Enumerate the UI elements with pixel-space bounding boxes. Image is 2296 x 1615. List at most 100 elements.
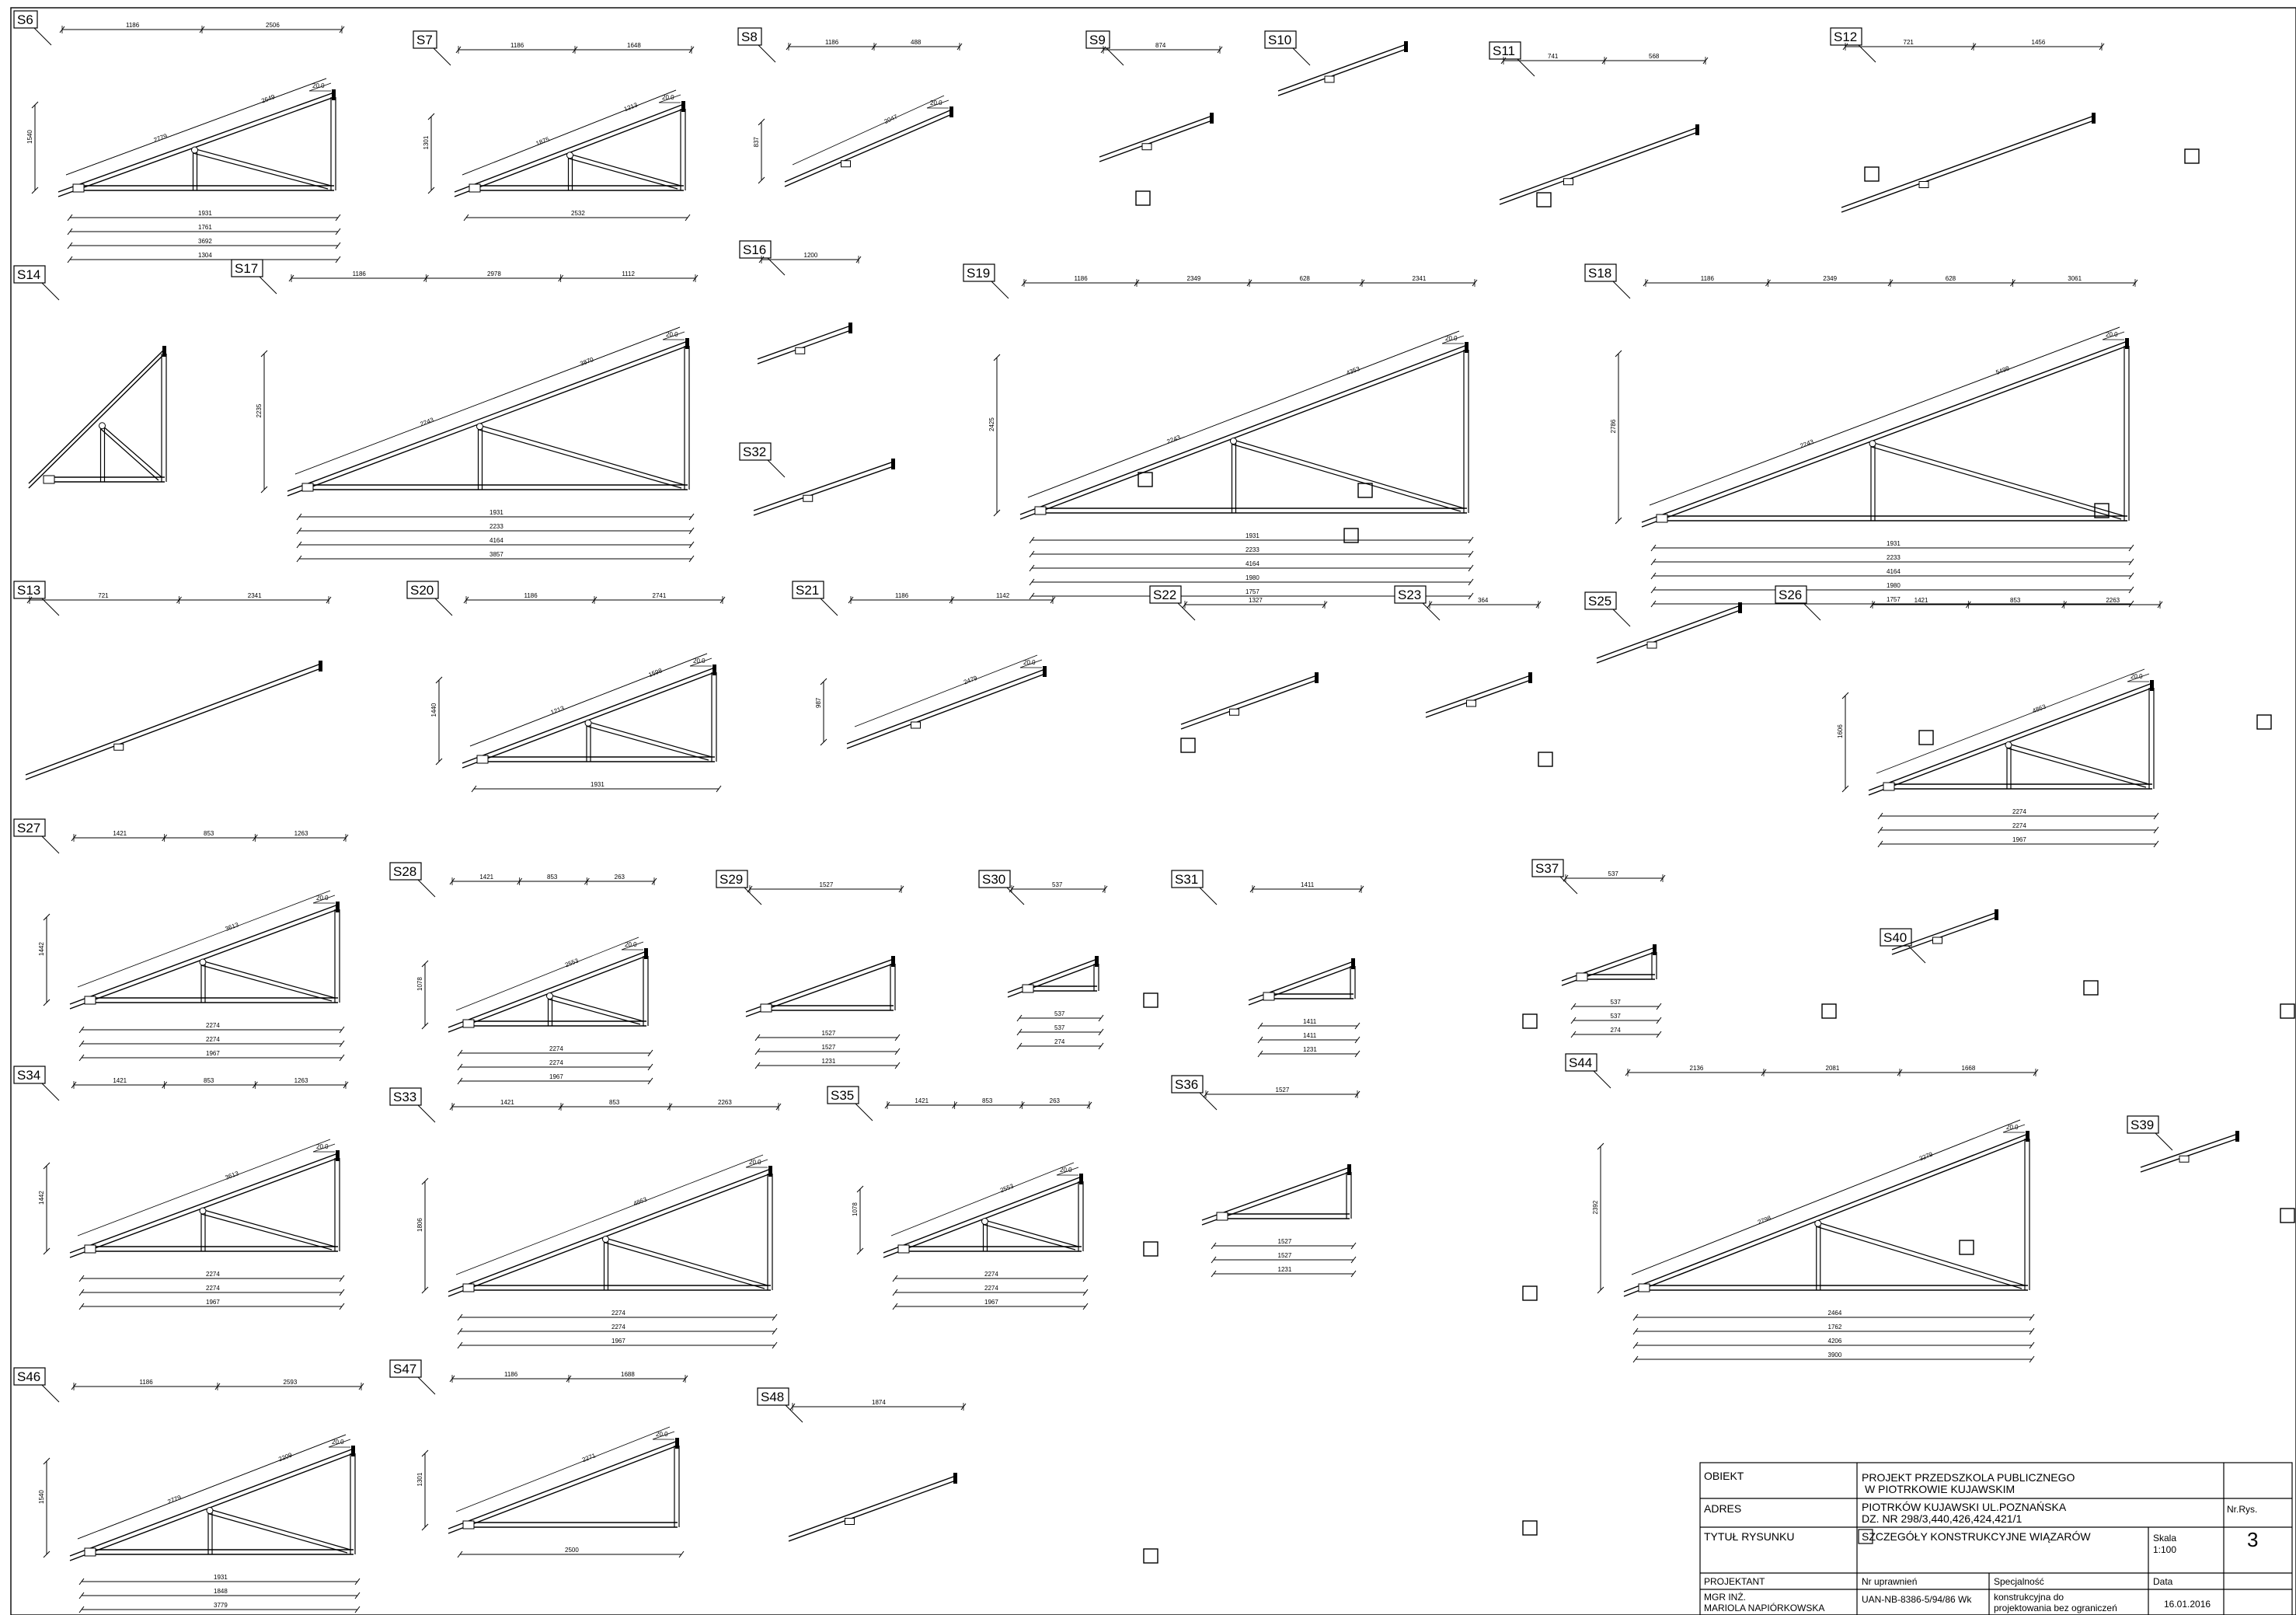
truss-label-text: S28 <box>393 864 416 879</box>
dim-tick <box>1841 692 1849 699</box>
truss-label: S28 <box>389 862 436 898</box>
top-chord <box>1499 127 1698 201</box>
dim-top-value: 1186 <box>504 1371 518 1378</box>
dim-bottom-value: 4164 <box>1887 568 1901 575</box>
dim-tick <box>1650 586 1657 594</box>
dim-tick <box>1257 1050 1263 1058</box>
dim-tick <box>339 1054 345 1062</box>
dim-tick <box>78 1289 85 1296</box>
support <box>1022 984 1034 993</box>
truss-s13: S13 721 2341 <box>13 581 332 780</box>
dim-top-value: 1327 <box>1249 597 1263 604</box>
label-box <box>1880 928 1912 947</box>
truss-label-text: S14 <box>17 267 40 282</box>
truss-s29: S29 1527 1527 1527 1231 <box>716 870 904 1069</box>
truss-label: S44 <box>1565 1053 1611 1089</box>
support <box>897 1244 910 1254</box>
dim-tick <box>894 1034 901 1041</box>
label-leader <box>259 276 277 295</box>
ridge-cut <box>2092 113 2096 124</box>
label-box <box>389 1087 422 1106</box>
dim-top-value: 488 <box>911 39 922 46</box>
dim-bottom-value: 3692 <box>198 238 212 245</box>
top-chord <box>788 1480 956 1542</box>
truss-s22: S22 1327 <box>1149 585 1328 730</box>
dim-top-value: 1668 <box>1962 1065 1976 1072</box>
dim-tick <box>260 350 268 358</box>
truss-s23: S23 364 <box>1394 585 1542 718</box>
truss-s44: S44 2136 2081 16682464176242063900239227983… <box>1565 1053 2039 1363</box>
sheet-frame <box>10 7 2296 1615</box>
dim-tick <box>2128 544 2134 552</box>
dim-bottom-value: 2274 <box>984 1271 998 1278</box>
truss-label: S14 <box>13 265 60 301</box>
dim-top-value: 1186 <box>895 592 909 599</box>
truss-label-text: S11 <box>1493 44 1515 58</box>
dim-tick <box>1650 544 1657 552</box>
dim-tick <box>78 1592 85 1599</box>
label-box <box>978 870 1011 888</box>
dim-bottom-value: 2233 <box>490 523 503 530</box>
dim-tick <box>463 214 469 221</box>
dim-tick <box>1082 1275 1089 1282</box>
dim-tick <box>2153 812 2159 820</box>
node-plate <box>566 152 573 159</box>
diagonal <box>207 1508 351 1550</box>
slope-angle: 20.0 <box>312 82 325 89</box>
dim-bottom-value: 1848 <box>214 1588 228 1595</box>
slope-angle: 20.0 <box>2106 331 2118 338</box>
dim-bottom-value: 1304 <box>198 252 212 259</box>
ridge-cut <box>336 902 340 912</box>
label-leader <box>1292 47 1311 66</box>
dim-bottom-value: 1231 <box>822 1058 836 1065</box>
dim-tick <box>688 541 695 549</box>
label-box <box>1171 870 1204 888</box>
label-leader <box>2155 1132 2173 1151</box>
dim-bottom-value: 2233 <box>1887 554 1901 561</box>
dim-tick <box>1468 592 1474 600</box>
ridge-cut <box>848 323 852 333</box>
diagonal <box>1816 1221 2026 1286</box>
ridge-cut <box>891 956 895 967</box>
uprawnien-value: UAN-NB-8386-5/94/86 Wk <box>1862 1594 1972 1605</box>
label-leader <box>785 1404 803 1423</box>
dim-top-value: 364 <box>1478 597 1489 604</box>
top-chord <box>448 951 647 1028</box>
tytul-value: SZCZEGÓŁY KONSTRUKCYJNE WIĄZARÓW <box>1862 1530 2091 1543</box>
support <box>795 347 806 354</box>
dim-bottom-value: 1527 <box>822 1044 836 1051</box>
dim-tick <box>1098 1042 1104 1050</box>
dim-tick <box>1098 1014 1104 1022</box>
dim-top-value: 2081 <box>1826 1065 1840 1072</box>
truss-label-text: S21 <box>796 583 819 598</box>
slope-angle: 20.0 <box>625 941 637 948</box>
dim-tick <box>43 1550 51 1558</box>
dim-tick <box>1098 1028 1104 1036</box>
dim-line <box>77 1434 347 1540</box>
dim-top-value: 1186 <box>353 270 367 277</box>
dim-tick <box>1632 1341 1639 1349</box>
slope-arrow <box>652 1431 675 1440</box>
slope-angle: 20.0 <box>2131 673 2143 680</box>
ridge-cut <box>1043 666 1047 677</box>
truss-label-text: S19 <box>967 266 990 281</box>
truss-label-text: S32 <box>743 445 766 459</box>
dim-top-value: 568 <box>1649 53 1660 60</box>
dim-tick <box>754 1048 761 1055</box>
dim-top-value: 721 <box>1904 39 1914 46</box>
dim-top-value: 1688 <box>621 1371 635 1378</box>
ridge-cut <box>1347 1164 1351 1175</box>
dim-top-value: 853 <box>204 830 214 837</box>
truss-label: S19 <box>963 263 1009 299</box>
top-chord <box>1499 131 1698 205</box>
reference-box <box>1536 192 1552 208</box>
dim-tick <box>427 187 435 194</box>
dim-top-value: 2263 <box>718 1099 732 1106</box>
diagonal <box>100 428 159 481</box>
label-leader <box>41 282 60 301</box>
node-plate <box>199 1207 207 1215</box>
label-leader <box>417 1104 436 1123</box>
dim-tick <box>67 242 73 249</box>
dim-height-value: 1806 <box>416 1218 423 1232</box>
